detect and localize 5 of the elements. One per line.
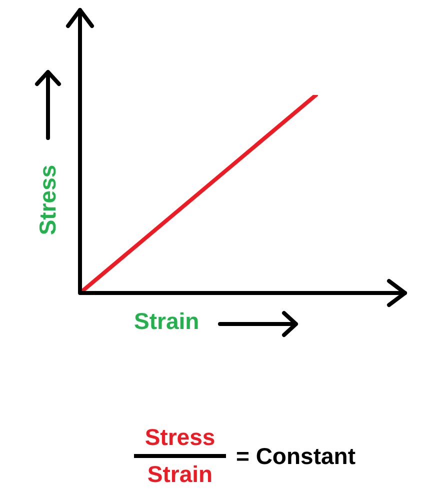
text: Stress	[144, 424, 216, 451]
text: Strain	[147, 461, 213, 488]
text: = Constant	[236, 442, 356, 470]
x-axis-title: Strain	[134, 308, 200, 335]
y-axis-title: Stress	[34, 164, 62, 236]
